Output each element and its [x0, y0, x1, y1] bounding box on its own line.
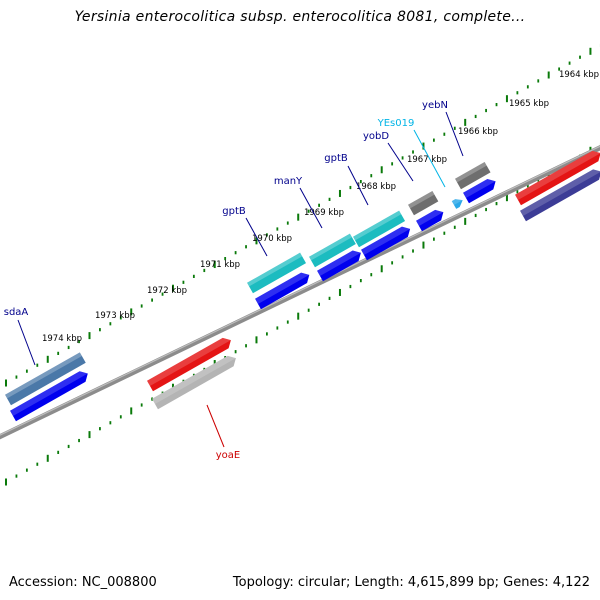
tick-label: 1964 kbp — [559, 70, 599, 80]
gene-label-yoaE: yoaE — [216, 450, 240, 461]
gene-bar-manY — [309, 233, 356, 268]
tick-label: 1968 kbp — [356, 182, 396, 192]
label-leader-line — [206, 404, 225, 448]
cds-arrow-gptB-1 — [255, 272, 310, 310]
cds-arrow-gptB-2 — [361, 226, 411, 261]
rna-arrow-YEs019 — [451, 199, 463, 209]
label-leader-line — [387, 142, 414, 182]
cds-arrow-yebN — [463, 178, 496, 204]
gene-label-sdaA: sdaA — [4, 307, 29, 318]
tick-label: 1970 kbp — [252, 234, 292, 244]
tick-label: 1966 kbp — [458, 127, 498, 137]
gene-label-yobD: yobD — [363, 131, 389, 142]
gene-label-gptB: gptB — [324, 153, 348, 164]
tick-label: 1967 kbp — [407, 155, 447, 165]
label-leader-line — [245, 217, 268, 257]
gene-bar-gptB-2 — [353, 210, 406, 248]
tick-label: 1972 kbp — [147, 286, 187, 296]
label-leader-line — [347, 165, 369, 206]
label-layer: 1964 kbp 1965 kbp 1966 kbp 1967 kbp 1968 kbp… — [4, 70, 599, 461]
cds-arrow-manY — [317, 250, 361, 282]
genome-backbone — [0, 145, 600, 440]
label-leader-line — [445, 111, 464, 157]
accession-text: Accession: NC_008800 — [9, 575, 157, 590]
backbone-layer — [0, 145, 600, 440]
label-leader-line — [17, 319, 36, 366]
gene-label-manY: manY — [274, 176, 303, 187]
map-title: Yersinia enterocolitica subsp. enterocol… — [74, 9, 526, 25]
cds-arrow-yoaE — [152, 355, 236, 410]
topology-text: Topology: circular; Length: 4,615,899 bp… — [232, 575, 590, 590]
gene-bar-yoaE — [147, 337, 231, 392]
cds-arrow-right — [520, 169, 600, 222]
gene-bar-yobD — [408, 190, 439, 216]
gene-label-YEs019: YEs019 — [377, 118, 415, 129]
cds-arrow-sdaA — [10, 371, 88, 422]
cds-arrow-yobD — [416, 209, 444, 232]
label-leader-line — [299, 187, 323, 229]
gene-label-gptB: gptB — [222, 206, 246, 217]
tick-label: 1974 kbp — [42, 334, 82, 344]
gene-bar-yebN — [455, 161, 491, 190]
tick-label: 1971 kbp — [200, 260, 240, 270]
genome-backbone-highlight — [0, 145, 600, 436]
gene-bar-sdaA — [5, 352, 86, 406]
gene-label-yebN: yebN — [422, 100, 448, 111]
feature-layer — [5, 150, 600, 422]
gene-bar-gptB-1 — [247, 252, 307, 294]
gene-bar-red-right — [515, 150, 600, 206]
tick-label: 1973 kbp — [95, 311, 135, 321]
tick-label: 1965 kbp — [509, 99, 549, 109]
tick-label: 1969 kbp — [304, 208, 344, 218]
label-leader-line — [413, 129, 446, 188]
